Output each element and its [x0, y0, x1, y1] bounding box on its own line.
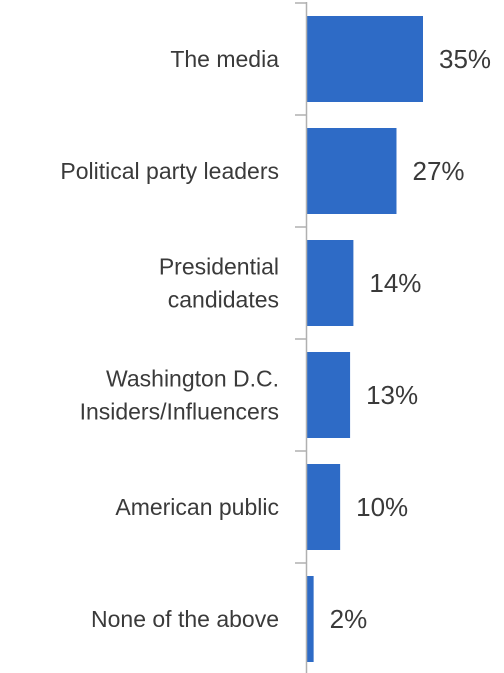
category-label-line: Insiders/Influencers [80, 399, 279, 425]
category-label-2: Presidential candidates [159, 254, 279, 313]
category-label-line: candidates [168, 287, 279, 313]
category-label-0: The media [170, 46, 279, 72]
category-label-line: American public [115, 494, 279, 520]
category-label-1: Political party leaders [60, 158, 279, 184]
category-label-line: None of the above [91, 606, 279, 632]
data-label-4: 10% [356, 492, 408, 522]
category-label-line: Presidential [159, 254, 279, 280]
bar-2 [307, 240, 354, 326]
category-label-line: Washington D.C. [106, 366, 279, 392]
category-label-4: American public [115, 494, 279, 520]
bar-4 [307, 464, 341, 550]
bar-5 [307, 576, 314, 662]
category-label-line: Political party leaders [60, 158, 279, 184]
bar-0 [307, 16, 423, 102]
category-label-line: The media [170, 46, 279, 72]
category-label-3: Washington D.C. Insiders/Influencers [80, 366, 279, 425]
bar-1 [307, 128, 397, 214]
bar-3 [307, 352, 351, 438]
data-label-2: 14% [369, 268, 421, 298]
data-label-5: 2% [330, 604, 368, 634]
data-label-0: 35% [439, 44, 491, 74]
data-label-3: 13% [366, 380, 418, 410]
category-label-5: None of the above [91, 606, 279, 632]
data-label-1: 27% [412, 156, 464, 186]
